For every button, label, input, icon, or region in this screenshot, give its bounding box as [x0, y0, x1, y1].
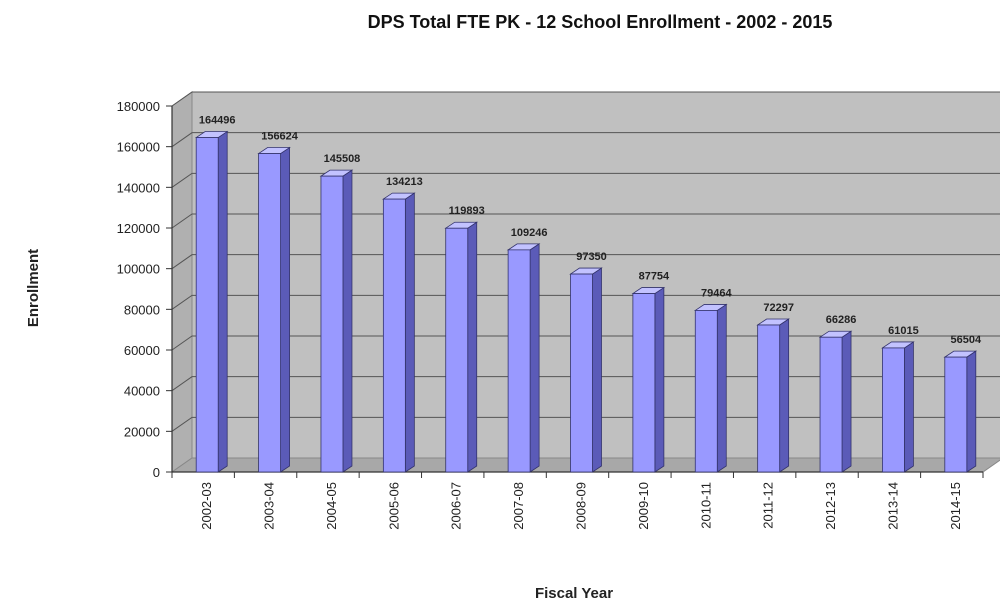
x-axis-title: Fiscal Year [535, 585, 613, 602]
y-tick-label: 100000 [117, 262, 160, 277]
bar-side [841, 330, 852, 473]
bar [819, 336, 843, 473]
data-label: 87754 [639, 271, 670, 283]
data-label: 97350 [576, 251, 607, 263]
gridline [171, 213, 1000, 229]
x-tick-label: 2006-07 [449, 482, 464, 530]
bar [570, 273, 593, 473]
bar [258, 153, 281, 473]
bar-side [217, 130, 228, 473]
x-tick-label: 2005-06 [386, 482, 401, 530]
data-label: 134213 [386, 176, 423, 188]
x-tick-label: 2013-14 [885, 482, 900, 530]
bar [944, 356, 968, 473]
gridline [171, 172, 1000, 188]
x-tick-label: 2002-03 [199, 482, 214, 530]
bar [882, 347, 905, 473]
x-tick-label: 2004-05 [324, 482, 339, 530]
x-tick-label: 2012-13 [823, 482, 838, 530]
bar [632, 293, 656, 473]
data-label: 79464 [701, 287, 732, 299]
bar [320, 175, 344, 473]
y-tick-label: 180000 [117, 99, 160, 114]
bar [382, 198, 406, 473]
bar [507, 249, 531, 473]
y-tick-label: 60000 [124, 343, 160, 358]
plot-area: 0 20000 40000 60000 80000 100000 120000 140000 1… [117, 91, 1000, 530]
gridline [171, 254, 1000, 270]
bar [195, 137, 219, 473]
bar-side [779, 318, 790, 473]
bar-side [342, 169, 353, 473]
bar-side [904, 341, 914, 473]
gridline [171, 416, 1000, 432]
gridline [171, 335, 1000, 351]
x-tick-label: 2003-04 [262, 482, 277, 530]
data-label: 156624 [261, 131, 299, 143]
y-tick-label: 20000 [124, 424, 160, 439]
y-axis-title: Enrollment [25, 249, 42, 327]
gridline [171, 132, 1000, 148]
y-tick-label: 40000 [124, 384, 160, 399]
x-tick-label: 2014-15 [948, 482, 963, 530]
plot-side-wall [171, 91, 193, 473]
x-tick-label: 2011-12 [761, 482, 776, 529]
bar [757, 324, 781, 473]
gridline [171, 91, 1000, 107]
bar-side [966, 350, 977, 473]
data-label: 109246 [511, 227, 548, 239]
y-tick-label: 160000 [117, 140, 160, 155]
data-label: 164496 [199, 115, 236, 127]
x-tick-label: 2007-08 [511, 482, 526, 530]
data-label: 61015 [888, 325, 919, 337]
data-label: 66286 [826, 314, 857, 326]
bar [694, 310, 718, 473]
bar-side [654, 286, 665, 473]
data-label: 72297 [763, 302, 794, 314]
y-tick-label: 140000 [117, 180, 160, 195]
data-label: 119893 [449, 205, 485, 217]
bar [445, 227, 469, 473]
gridline [171, 376, 1000, 392]
bar-side [592, 267, 602, 473]
data-label: 145508 [324, 153, 361, 165]
chart-title: DPS Total FTE PK - 12 School Enrollment … [368, 12, 833, 32]
bar-side [280, 146, 290, 473]
y-tick-label: 0 [153, 465, 160, 480]
x-tick-label: 2009-10 [636, 482, 651, 530]
bar-side [467, 221, 478, 473]
bar-side [404, 192, 415, 473]
y-tick-label: 120000 [117, 221, 160, 236]
bar-side [716, 303, 727, 473]
x-tick-label: 2010-11 [698, 482, 713, 529]
x-tick-label: 2008-09 [574, 482, 589, 530]
data-label: 56504 [951, 334, 982, 346]
y-tick-label: 80000 [124, 302, 160, 317]
gridline [171, 294, 1000, 310]
bar-side [529, 243, 540, 473]
